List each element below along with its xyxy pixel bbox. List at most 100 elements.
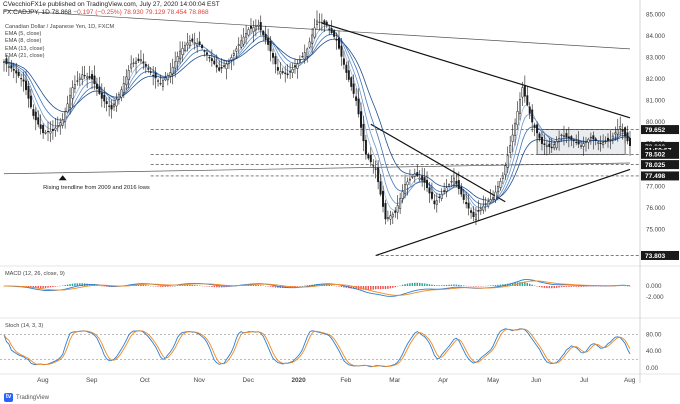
time-tick-label: Oct: [140, 377, 150, 384]
candle: [396, 205, 399, 213]
ohlc-high: 78.930: [123, 9, 144, 16]
macd-histogram-bar: [218, 286, 220, 288]
candle: [88, 76, 91, 79]
time-tick-label: Dec: [243, 377, 255, 384]
macd-histogram-bar: [443, 285, 445, 286]
candle: [514, 122, 517, 136]
candle: [457, 180, 460, 190]
candle: [511, 134, 514, 142]
macd-histogram-bar: [328, 284, 330, 286]
candle: [604, 140, 607, 142]
candle: [213, 60, 216, 65]
time-tick-label: Mar: [389, 377, 401, 384]
macd-histogram-bar: [379, 286, 382, 290]
footer-brand[interactable]: TradingView: [16, 394, 50, 401]
price-tag-bg: [641, 160, 679, 170]
candle: [235, 48, 238, 52]
time-axis: Aug Sep Oct Nov Dec 2020 Feb Mar Apr May Jun Jul Aug: [37, 377, 636, 384]
candle: [135, 61, 138, 64]
candle: [531, 109, 534, 123]
stoch-label[interactable]: Stoch (14, 3, 3): [5, 323, 44, 329]
trendline: [321, 22, 631, 119]
tradingview-logo-icon[interactable]: tv: [4, 393, 13, 402]
time-tick-label: Nov: [194, 377, 206, 384]
legend-item[interactable]: EMA (13, close): [5, 45, 45, 52]
candle: [183, 45, 186, 51]
macd-histogram-bar: [272, 286, 274, 288]
macd-histogram-bar: [546, 286, 548, 289]
price-axis: 75.00076.00077.00078.00079.00080.00081.0…: [641, 11, 679, 260]
candle: [269, 40, 272, 52]
time-tick-label: Jun: [531, 377, 542, 384]
legend-item[interactable]: EMA (8, close): [5, 38, 42, 45]
candle: [98, 86, 101, 94]
trendline: [375, 168, 631, 257]
candle: [626, 132, 629, 142]
stoch-k-line: [3, 328, 631, 368]
candle: [460, 186, 463, 195]
candle: [152, 75, 155, 77]
trendline: [3, 9, 631, 50]
candle: [142, 61, 145, 64]
candle: [582, 143, 585, 147]
price-tick-label: 81.000: [646, 98, 665, 105]
candle: [267, 37, 270, 45]
ema-lines: [3, 25, 631, 212]
ohlc-low: 79.129: [145, 9, 166, 16]
candle: [585, 141, 587, 143]
candle: [105, 101, 108, 105]
macd-histogram-bar: [362, 286, 365, 290]
candle: [399, 198, 402, 209]
candle: [550, 146, 553, 149]
macd-histogram-bar: [69, 284, 71, 286]
candle: [367, 154, 370, 159]
candle: [230, 57, 233, 61]
candle: [227, 61, 230, 64]
candle: [149, 71, 152, 73]
macd-label[interactable]: MACD (12, 26, close, 9): [5, 271, 65, 277]
macd-histogram-bar: [250, 284, 252, 286]
candle: [32, 109, 35, 116]
macd-histogram-bar: [306, 285, 308, 286]
macd-histogram-bar: [365, 286, 367, 291]
candle: [445, 187, 448, 192]
candle: [435, 200, 438, 205]
candle: [433, 200, 436, 205]
macd-histogram-bar: [453, 284, 455, 286]
legend-item[interactable]: EMA (5, close): [5, 31, 42, 38]
candle: [472, 211, 475, 218]
candle: [108, 105, 111, 107]
candle: [144, 64, 147, 67]
macd-histogram-bar: [492, 285, 494, 286]
candle: [448, 184, 451, 187]
macd-histogram-bar: [277, 286, 279, 288]
legend-item[interactable]: EMA (21, close): [5, 52, 45, 59]
candle: [42, 125, 45, 134]
candle: [73, 84, 76, 89]
candle: [64, 111, 67, 122]
macd-histogram-bar: [64, 285, 66, 286]
macd-histogram-bar: [423, 283, 426, 286]
macd-histogram-bar: [573, 286, 575, 287]
candle: [340, 45, 343, 57]
triangle-up-icon: [58, 175, 67, 181]
macd-histogram-bar: [164, 286, 167, 287]
macd-histogram-bar: [47, 286, 49, 288]
macd-histogram-bar: [194, 285, 196, 286]
candle: [477, 210, 480, 212]
candle: [259, 22, 262, 31]
candle: [91, 74, 94, 80]
macd-histogram-bar: [519, 282, 521, 286]
macd-histogram-bar: [521, 281, 524, 286]
candle: [438, 196, 441, 198]
macd-histogram-bar: [142, 284, 145, 286]
candle: [115, 99, 118, 107]
macd-histogram-bar: [196, 285, 198, 286]
macd-histogram-bar: [286, 286, 289, 288]
candle: [147, 68, 150, 70]
candle: [232, 52, 235, 56]
candle: [372, 165, 375, 167]
candle: [462, 194, 465, 200]
candle: [86, 76, 89, 79]
